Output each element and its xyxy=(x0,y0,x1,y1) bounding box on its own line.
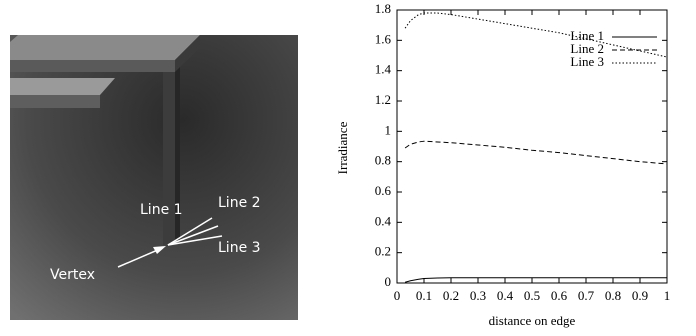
scene-label: Line 2 xyxy=(218,195,261,211)
arrow-shaft xyxy=(117,248,161,268)
x-axis-label: distance on edge xyxy=(489,313,576,328)
data-line xyxy=(404,277,667,283)
legend-label: Line 3 xyxy=(570,54,604,69)
table-edge xyxy=(10,60,175,72)
y-tick-label: 0.6 xyxy=(375,183,392,198)
table-leg-side xyxy=(175,67,180,242)
legend-label: Line 2 xyxy=(570,41,604,56)
y-tick-label: 1.2 xyxy=(375,92,391,107)
rendered-scene: Line 1 Line 2 Line 3 Vertex xyxy=(10,35,298,320)
x-tick-label: 0.9 xyxy=(632,288,648,303)
x-tick-label: 0 xyxy=(394,288,401,303)
x-tick-label: 0.7 xyxy=(578,288,595,303)
scene-line xyxy=(167,217,213,246)
scene-label: Line 3 xyxy=(218,240,261,256)
x-tick-label: 0.1 xyxy=(416,288,432,303)
scene-label: Vertex xyxy=(50,267,95,283)
table-side xyxy=(175,35,200,72)
y-tick-label: 0.2 xyxy=(375,244,391,259)
y-tick-label: 1.4 xyxy=(375,62,392,77)
legend-label: Line 1 xyxy=(570,28,604,43)
y-tick-label: 0.4 xyxy=(375,213,392,228)
x-tick-label: 0.8 xyxy=(605,288,621,303)
y-tick-label: 1 xyxy=(385,122,392,137)
data-line xyxy=(404,140,668,165)
scene-label: Line 1 xyxy=(140,202,183,218)
scene-line xyxy=(167,225,219,246)
arrow-head xyxy=(153,246,166,254)
table-leg xyxy=(163,72,175,245)
shelf-top xyxy=(10,78,115,95)
x-tick-label: 0.3 xyxy=(470,288,486,303)
table-top xyxy=(10,35,200,60)
y-tick-label: 0 xyxy=(385,274,392,289)
x-tick-label: 1 xyxy=(664,288,671,303)
x-tick-label: 0.4 xyxy=(497,288,514,303)
scene-lines xyxy=(117,217,223,268)
y-tick-label: 1.6 xyxy=(375,31,392,46)
y-tick-label: 0.8 xyxy=(375,153,391,168)
scene-line xyxy=(167,235,223,246)
data-line xyxy=(404,12,668,58)
x-tick-label: 0.2 xyxy=(443,288,459,303)
plot-frame xyxy=(396,9,668,284)
x-tick-label: 0.5 xyxy=(524,288,540,303)
y-axis-label: Irradiance xyxy=(335,121,350,174)
x-tick-label: 0.6 xyxy=(551,288,568,303)
y-tick-label: 1.8 xyxy=(375,1,391,16)
shelf-edge xyxy=(10,95,100,108)
